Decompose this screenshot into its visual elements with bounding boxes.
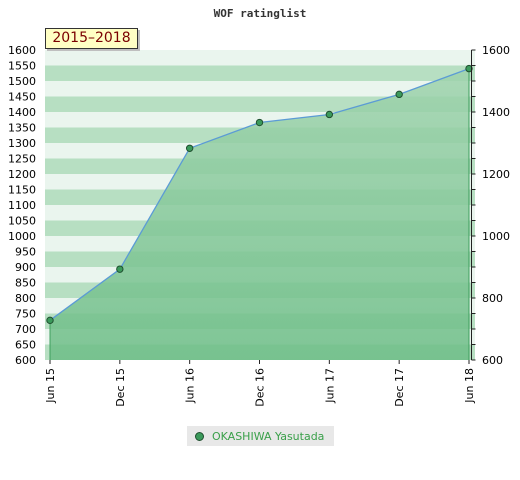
period-label: 2015–2018: [45, 28, 138, 49]
y-tick-label-left: 1550: [8, 60, 36, 73]
y-tick-label-left: 1400: [8, 106, 36, 119]
x-tick-label: Jun 17: [323, 368, 336, 404]
x-tick-label: Dec 17: [393, 368, 406, 407]
data-point: [116, 265, 124, 273]
y-tick-label-right: 1000: [482, 230, 510, 243]
left-axis: 600 650 700 750 800 850 900 950 1000 1050 1100 1150…: [8, 44, 36, 367]
legend-label: OKASHIWA Yasutada: [212, 429, 325, 443]
x-tick-label: Dec 16: [254, 368, 267, 407]
y-tick-label-left: 800: [15, 292, 36, 305]
data-point: [395, 90, 403, 99]
series-area: [50, 68, 469, 360]
background-band: [45, 81, 475, 97]
background-band: [45, 65, 475, 81]
data-point: [465, 64, 473, 73]
area-layer: [50, 68, 469, 360]
data-point: [46, 316, 54, 325]
y-tick-label-right: 800: [482, 292, 503, 305]
y-tick-label-left: 1500: [8, 75, 36, 88]
y-tick-label-left: 600: [15, 354, 36, 367]
y-tick-label-left: 1100: [8, 199, 36, 212]
y-tick-label-left: 700: [15, 323, 36, 336]
y-tick-label-left: 1450: [8, 91, 36, 104]
x-tick-label: Jun 18: [463, 368, 476, 404]
y-tick-label-left: 950: [15, 246, 36, 259]
y-tick-label-left: 1050: [8, 215, 36, 228]
y-tick-label-left: 850: [15, 277, 36, 290]
data-point: [255, 118, 264, 127]
y-tick-label-left: 1350: [8, 122, 36, 135]
y-tick-label-right: 1600: [482, 44, 510, 57]
background-band: [45, 50, 475, 66]
right-axis: 600 800 1000 1200 1400 1600: [471, 44, 510, 367]
y-tick-label-left: 900: [15, 261, 36, 274]
data-points: [46, 64, 473, 325]
data-point: [185, 144, 194, 152]
y-tick-label-left: 650: [15, 339, 36, 352]
y-tick-label-left: 1300: [8, 137, 36, 150]
y-tick-label-left: 750: [15, 308, 36, 321]
data-point: [325, 110, 334, 119]
legend-marker: [195, 431, 204, 441]
x-axis: Jun 15 Dec 15 Jun 16 Dec 16 Jun 17 Dec 17 Jun …: [44, 360, 476, 407]
y-tick-label-left: 1600: [8, 44, 36, 57]
y-tick-label-left: 1150: [8, 184, 36, 197]
y-tick-label-right: 600: [482, 354, 503, 367]
legend: OKASHIWA Yasutada: [187, 426, 334, 446]
x-tick-label: Jun 16: [184, 368, 197, 404]
y-tick-label-left: 1250: [8, 153, 36, 166]
x-tick-label: Jun 15: [44, 368, 57, 404]
y-tick-label-right: 1200: [482, 168, 510, 181]
chart-title: WOF ratinglist: [214, 7, 307, 20]
y-tick-label-left: 1200: [8, 168, 36, 181]
y-tick-label-left: 1000: [8, 230, 36, 243]
x-tick-label: Dec 15: [114, 368, 127, 407]
y-tick-label-right: 1400: [482, 106, 510, 119]
